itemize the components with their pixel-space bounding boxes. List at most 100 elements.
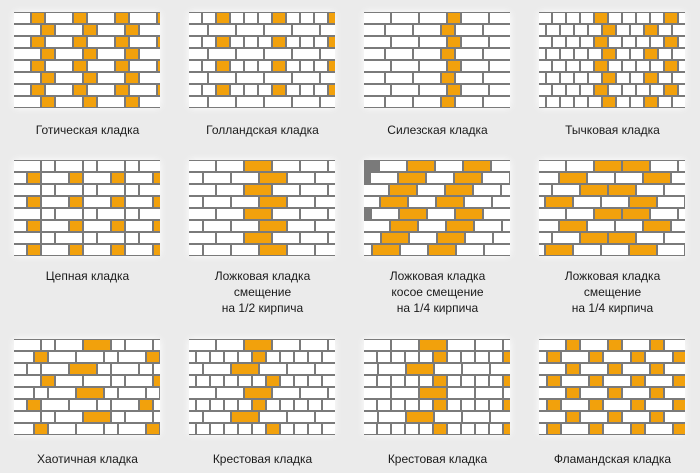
- brick: [574, 197, 600, 207]
- brick: [293, 49, 319, 59]
- brick: [14, 197, 26, 207]
- accent-brick: [464, 161, 490, 171]
- brick: [259, 85, 271, 95]
- accent-brick: [232, 412, 258, 422]
- brick: [77, 424, 103, 434]
- brick: [126, 245, 152, 255]
- accent-brick: [548, 424, 560, 434]
- accent-brick: [665, 37, 677, 47]
- brick: [140, 209, 160, 219]
- brick: [539, 25, 545, 35]
- accent-brick: [603, 25, 615, 35]
- accent-brick: [434, 424, 446, 434]
- accent-brick: [448, 85, 460, 95]
- caption-line: Тычковая кладка: [565, 123, 660, 137]
- brick: [581, 412, 607, 422]
- brick: [232, 245, 258, 255]
- brick: [288, 197, 314, 207]
- brick: [420, 61, 446, 71]
- accent-brick: [390, 185, 416, 195]
- brick: [623, 388, 649, 398]
- brick: [575, 25, 587, 35]
- caption-line: Ложковая кладка: [389, 269, 486, 283]
- accent-brick: [116, 85, 128, 95]
- brick: [420, 85, 446, 95]
- brick: [98, 49, 124, 59]
- stretcher-quarter-offset-caption: Ложковая кладка смещение на 1/4 кирпича: [525, 268, 700, 316]
- accent-brick: [84, 340, 110, 350]
- brick: [46, 85, 72, 95]
- brick: [119, 388, 145, 398]
- brick: [553, 61, 565, 71]
- accent-brick: [560, 221, 586, 231]
- brick: [288, 173, 314, 183]
- brick: [659, 25, 671, 35]
- flemish-bond-svg: [539, 339, 685, 435]
- brick: [539, 161, 565, 171]
- accent-brick: [645, 49, 657, 59]
- brick: [281, 352, 293, 362]
- brick: [140, 161, 160, 171]
- accent-brick: [567, 388, 579, 398]
- brick: [401, 245, 427, 255]
- brick: [364, 221, 389, 231]
- brick: [553, 37, 565, 47]
- accent-brick: [329, 85, 335, 95]
- brick: [49, 424, 75, 434]
- accent-brick: [651, 412, 663, 422]
- accent-brick: [632, 424, 644, 434]
- brick: [105, 352, 117, 362]
- brick: [476, 352, 488, 362]
- brick: [575, 49, 587, 59]
- brick: [637, 185, 663, 195]
- brick: [406, 424, 418, 434]
- brick: [197, 424, 209, 434]
- accent-brick: [158, 37, 160, 47]
- brick: [239, 424, 251, 434]
- brick: [189, 400, 195, 410]
- brick: [309, 376, 321, 386]
- brick: [197, 400, 209, 410]
- brick: [49, 388, 75, 398]
- brick: [140, 73, 160, 83]
- brick: [418, 185, 444, 195]
- brick: [260, 412, 286, 422]
- brick: [665, 412, 685, 422]
- brick: [46, 37, 72, 47]
- brick: [539, 61, 551, 71]
- accent-brick: [391, 221, 417, 231]
- brick: [651, 61, 663, 71]
- brick: [84, 197, 110, 207]
- accent-brick: [590, 352, 602, 362]
- brick: [637, 37, 649, 47]
- accent-brick: [74, 37, 86, 47]
- accent-brick: [42, 73, 54, 83]
- brick: [98, 97, 124, 107]
- brick: [575, 73, 587, 83]
- brick: [420, 37, 446, 47]
- brick: [295, 400, 307, 410]
- accent-brick: [381, 197, 407, 207]
- brick: [98, 209, 124, 219]
- accent-brick: [581, 233, 607, 243]
- stretcher-half-offset-pattern: [189, 160, 335, 256]
- brick: [378, 424, 390, 434]
- brick: [364, 13, 390, 23]
- brick: [474, 185, 500, 195]
- brick: [14, 209, 40, 219]
- brick: [567, 161, 593, 171]
- brick: [42, 364, 68, 374]
- flemish-bond-pattern: [539, 339, 685, 435]
- brick: [329, 340, 335, 350]
- accent-brick: [84, 97, 96, 107]
- brick: [539, 388, 565, 398]
- brick: [56, 25, 82, 35]
- brick: [301, 37, 313, 47]
- brick: [378, 352, 390, 362]
- brick: [56, 185, 82, 195]
- brick: [189, 161, 215, 171]
- brick: [204, 412, 230, 422]
- brick: [315, 61, 327, 71]
- accent-brick: [399, 173, 425, 183]
- brick: [539, 340, 565, 350]
